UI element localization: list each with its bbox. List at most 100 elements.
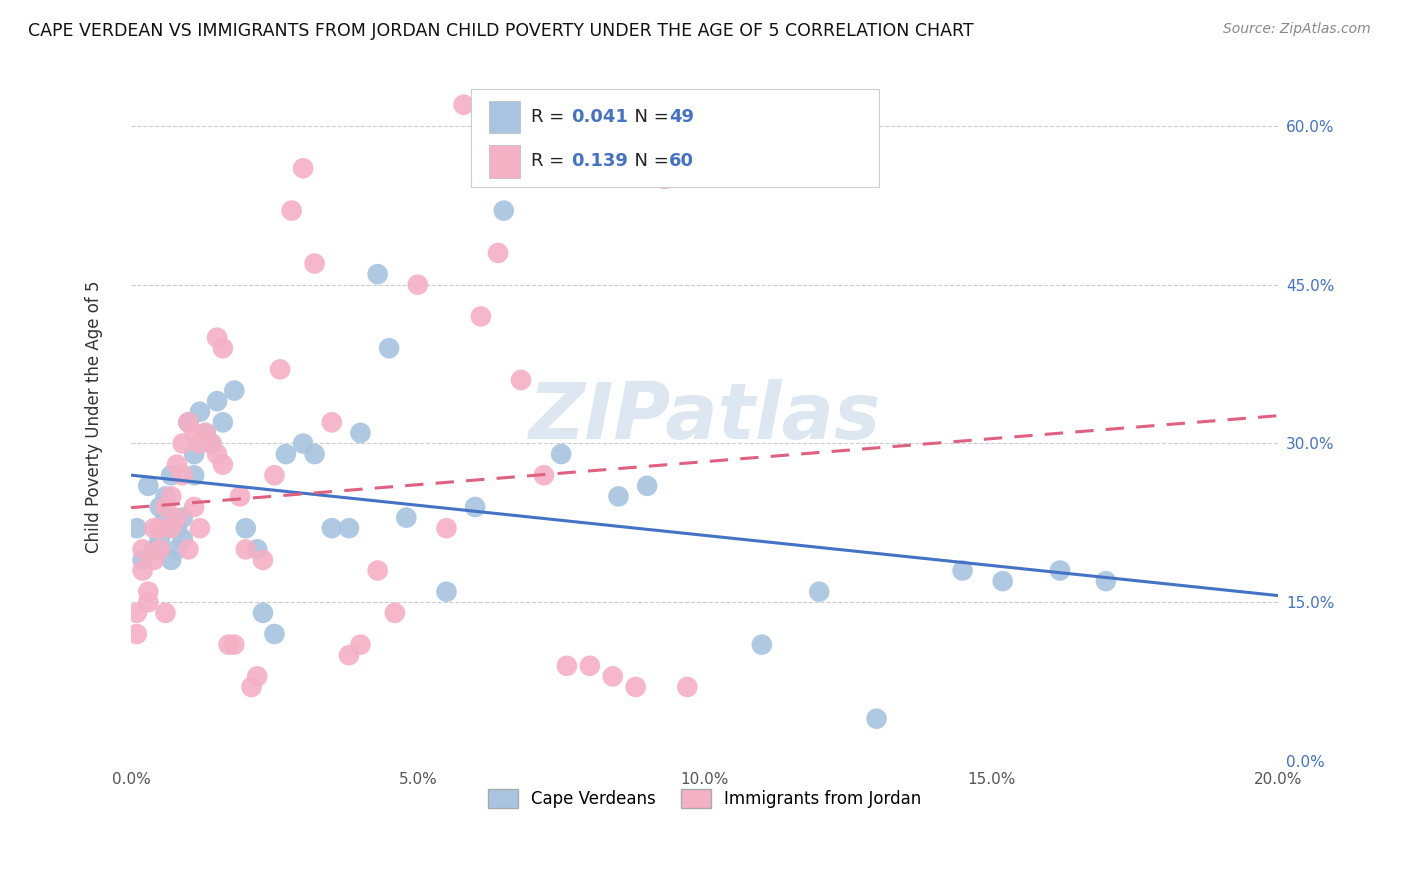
Point [149, 532, 172, 546]
Point [252, 553, 274, 567]
Point [143, 521, 166, 535]
Point [172, 468, 194, 483]
Text: ZIPatlas: ZIPatlas [529, 379, 880, 455]
Point [125, 627, 148, 641]
Point [367, 564, 389, 578]
Text: 0.041: 0.041 [571, 108, 627, 126]
Point [143, 542, 166, 557]
Point [166, 510, 188, 524]
Point [211, 341, 233, 355]
Point [263, 627, 285, 641]
Point [486, 246, 509, 260]
Y-axis label: Child Poverty Under the Age of 5: Child Poverty Under the Age of 5 [86, 281, 103, 553]
Point [246, 669, 269, 683]
Text: R =: R = [531, 153, 571, 170]
Text: N =: N = [623, 108, 675, 126]
Text: 60: 60 [669, 153, 695, 170]
Point [636, 479, 658, 493]
Point [224, 384, 246, 398]
Point [194, 425, 217, 440]
Point [280, 203, 302, 218]
Point [177, 542, 200, 557]
Point [183, 500, 205, 514]
Point [952, 564, 974, 578]
Point [131, 553, 153, 567]
Point [406, 277, 429, 292]
Text: N =: N = [623, 153, 675, 170]
Point [492, 203, 515, 218]
Point [378, 341, 401, 355]
Point [555, 658, 578, 673]
Point [205, 394, 228, 409]
Point [274, 447, 297, 461]
Point [136, 584, 159, 599]
Point [337, 521, 360, 535]
Point [131, 542, 153, 557]
Point [263, 468, 285, 483]
Point [235, 521, 257, 535]
Legend: Cape Verdeans, Immigrants from Jordan: Cape Verdeans, Immigrants from Jordan [481, 782, 928, 814]
Point [337, 648, 360, 663]
Point [321, 521, 343, 535]
Point [155, 490, 177, 504]
Point [991, 574, 1014, 588]
Point [136, 595, 159, 609]
Point [533, 468, 555, 483]
Point [579, 658, 602, 673]
Point [349, 638, 371, 652]
Point [172, 510, 194, 524]
Point [751, 638, 773, 652]
Point [367, 267, 389, 281]
Point [172, 532, 194, 546]
Point [211, 415, 233, 429]
Point [218, 638, 240, 652]
Point [211, 458, 233, 472]
Point [436, 521, 458, 535]
Point [395, 510, 418, 524]
Text: Source: ZipAtlas.com: Source: ZipAtlas.com [1223, 22, 1371, 37]
Point [808, 584, 831, 599]
Point [131, 564, 153, 578]
Point [160, 490, 183, 504]
Point [166, 521, 188, 535]
Point [188, 436, 211, 450]
Point [177, 415, 200, 429]
Point [453, 97, 475, 112]
Point [602, 669, 624, 683]
Point [224, 638, 246, 652]
Point [200, 436, 222, 450]
Point [607, 490, 630, 504]
Point [200, 436, 222, 450]
Point [229, 490, 252, 504]
Point [624, 680, 647, 694]
Point [205, 447, 228, 461]
Point [149, 500, 172, 514]
Point [160, 521, 183, 535]
Point [177, 415, 200, 429]
Point [349, 425, 371, 440]
Point [246, 542, 269, 557]
Point [166, 542, 188, 557]
Text: 0.139: 0.139 [571, 153, 627, 170]
Point [155, 510, 177, 524]
Point [550, 447, 572, 461]
Text: CAPE VERDEAN VS IMMIGRANTS FROM JORDAN CHILD POVERTY UNDER THE AGE OF 5 CORRELAT: CAPE VERDEAN VS IMMIGRANTS FROM JORDAN C… [28, 22, 974, 40]
Point [235, 542, 257, 557]
Point [166, 458, 188, 472]
Point [510, 373, 533, 387]
Point [292, 436, 315, 450]
Point [384, 606, 406, 620]
Point [183, 468, 205, 483]
Point [269, 362, 291, 376]
Point [304, 447, 326, 461]
Point [304, 256, 326, 270]
Point [252, 606, 274, 620]
Point [136, 479, 159, 493]
Point [654, 171, 676, 186]
Text: 49: 49 [669, 108, 695, 126]
Point [149, 542, 172, 557]
Point [292, 161, 315, 176]
Point [125, 521, 148, 535]
Point [470, 310, 492, 324]
Point [155, 606, 177, 620]
